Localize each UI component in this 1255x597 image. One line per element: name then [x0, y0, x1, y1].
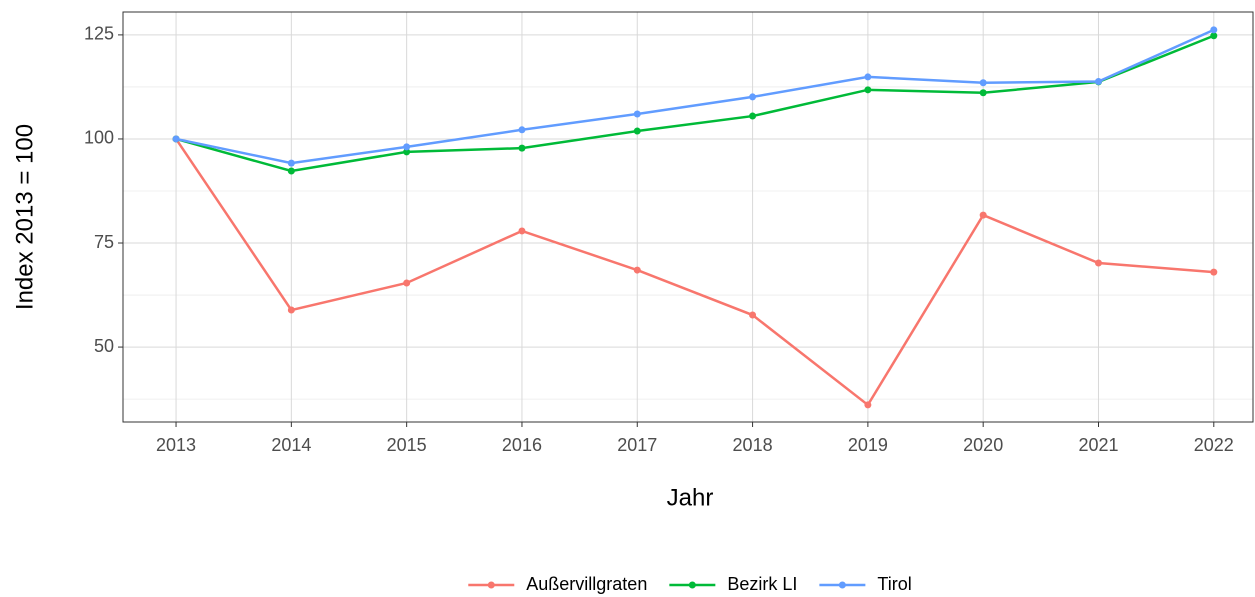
legend-key-point: [688, 581, 696, 589]
x-tick-label: 2015: [387, 435, 427, 455]
point: [403, 148, 411, 156]
point: [864, 401, 872, 409]
y-tick-label: 100: [84, 128, 114, 148]
x-tick-label: 2017: [617, 435, 657, 455]
point: [979, 89, 987, 97]
series-line: [175, 28, 1215, 165]
legend-label: Bezirk LI: [727, 574, 797, 594]
point: [403, 279, 411, 287]
point: [979, 79, 987, 87]
point: [1210, 32, 1218, 40]
point: [1210, 26, 1218, 34]
point: [633, 110, 641, 118]
x-axis-label: Jahr: [667, 484, 714, 511]
legend-key-point: [838, 581, 846, 589]
y-tick-label: 50: [94, 336, 114, 356]
legend-label: Tirol: [877, 574, 911, 594]
point: [749, 311, 757, 319]
point: [518, 144, 526, 152]
point: [1094, 259, 1102, 267]
point: [172, 135, 180, 143]
point: [518, 227, 526, 235]
point: [1210, 268, 1218, 276]
legend-key-point: [487, 581, 495, 589]
point: [864, 86, 872, 94]
series-line: [175, 34, 1215, 173]
x-tick-label: 2019: [848, 435, 888, 455]
x-tick-label: 2020: [963, 435, 1003, 455]
point: [749, 93, 757, 101]
point: [864, 73, 872, 81]
x-tick-label: 2016: [502, 435, 542, 455]
x-tick-label: 2022: [1194, 435, 1234, 455]
point: [287, 306, 295, 314]
point: [403, 143, 411, 151]
point: [749, 112, 757, 120]
point: [287, 159, 295, 167]
series-line: [175, 138, 1214, 407]
point: [1094, 78, 1102, 86]
x-tick-label: 2021: [1078, 435, 1118, 455]
legend: Außervillgraten Bezirk LI Tirol: [468, 574, 912, 594]
x-tick-label: 2014: [271, 435, 311, 455]
plot-border: [122, 11, 1254, 423]
y-tick-label: 125: [84, 24, 114, 44]
legend-label: Außervillgraten: [526, 574, 647, 594]
y-tick-label: 75: [94, 232, 114, 252]
y-axis-label: Index 2013 = 100: [11, 124, 38, 310]
point: [633, 266, 641, 274]
x-tick-label: 2018: [733, 435, 773, 455]
x-tick-label: 2013: [156, 435, 196, 455]
point: [633, 127, 641, 135]
point: [287, 167, 295, 175]
point: [518, 126, 526, 134]
point: [979, 211, 987, 219]
